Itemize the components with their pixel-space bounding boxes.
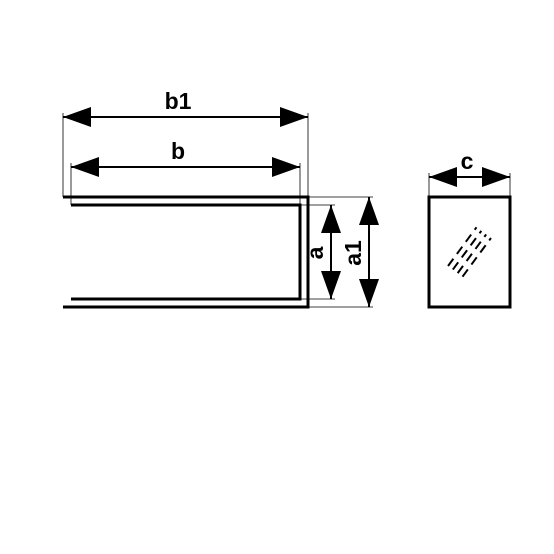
- dim-b-label: b: [171, 138, 185, 164]
- dim-a1-label: a1: [340, 240, 366, 266]
- dim-c-label: c: [461, 148, 474, 174]
- dim-a-label: a: [302, 246, 328, 259]
- background: [0, 0, 554, 554]
- dim-b1-label: b1: [165, 88, 192, 114]
